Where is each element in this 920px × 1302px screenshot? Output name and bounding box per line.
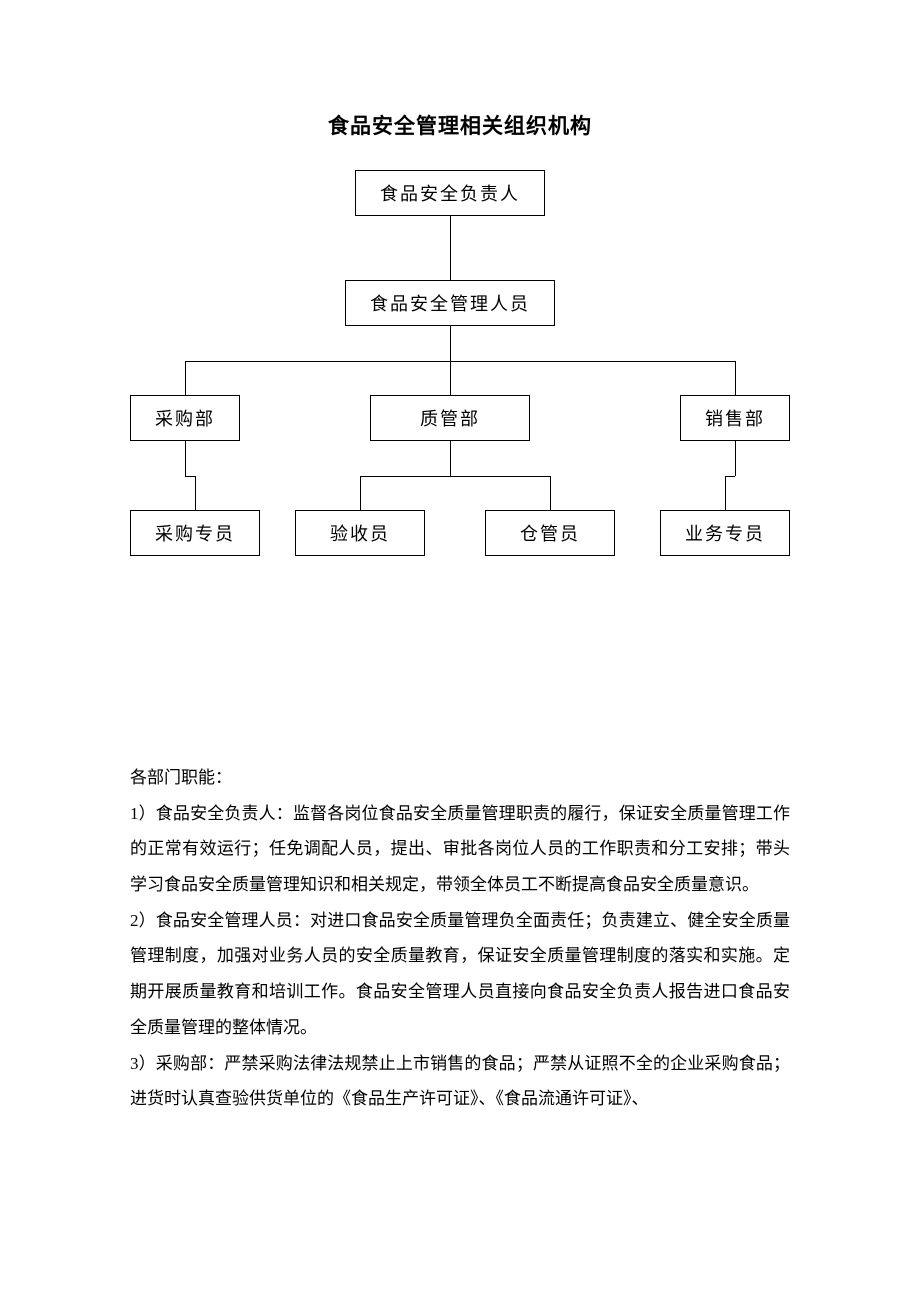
org-node-n6: 采购专员	[130, 510, 260, 556]
org-edge	[450, 361, 451, 396]
org-edge	[360, 476, 361, 511]
org-node-n7: 验收员	[295, 510, 425, 556]
body-text: 各部门职能： 1）食品安全负责人：监督各岗位食品安全质量管理职责的履行，保证安全…	[130, 760, 790, 1117]
org-node-n1: 食品安全负责人	[355, 170, 545, 216]
org-edge	[725, 476, 726, 511]
org-edge	[735, 361, 736, 396]
org-edge	[450, 326, 451, 361]
org-edge	[185, 476, 195, 477]
body-item: 3）采购部：严禁采购法律法规禁止上市销售的食品；严禁从证照不全的企业采购食品；进…	[130, 1046, 790, 1117]
org-edge	[185, 441, 186, 476]
org-edge	[185, 361, 186, 396]
document-page: 食品安全管理相关组织机构 食品安全负责人食品安全管理人员采购部 质管部 销售部采购专…	[0, 0, 920, 1177]
org-node-n5: 销售部	[680, 395, 790, 441]
body-item: 2）食品安全管理人员：对进口食品安全质量管理负全面责任；负责建立、健全安全质量管…	[130, 903, 790, 1046]
page-title: 食品安全管理相关组织机构	[130, 110, 790, 140]
org-node-n3: 采购部	[130, 395, 240, 441]
body-item: 1）食品安全负责人：监督各岗位食品安全质量管理职责的履行，保证安全质量管理工作的…	[130, 796, 790, 903]
org-edge	[195, 476, 196, 511]
org-node-n8: 仓管员	[485, 510, 615, 556]
org-edge	[725, 476, 735, 477]
org-edge	[450, 216, 451, 280]
org-node-n9: 业务专员	[660, 510, 790, 556]
org-edge	[185, 361, 735, 362]
body-heading: 各部门职能：	[130, 760, 790, 796]
org-edge	[450, 441, 451, 476]
org-edge	[360, 476, 550, 477]
org-edge	[735, 441, 736, 476]
org-edge	[550, 476, 551, 511]
org-node-n4: 质管部	[370, 395, 530, 441]
org-chart: 食品安全负责人食品安全管理人员采购部 质管部 销售部采购专员验收员 仓管员业务专员	[130, 170, 790, 610]
org-node-n2: 食品安全管理人员	[345, 280, 555, 326]
